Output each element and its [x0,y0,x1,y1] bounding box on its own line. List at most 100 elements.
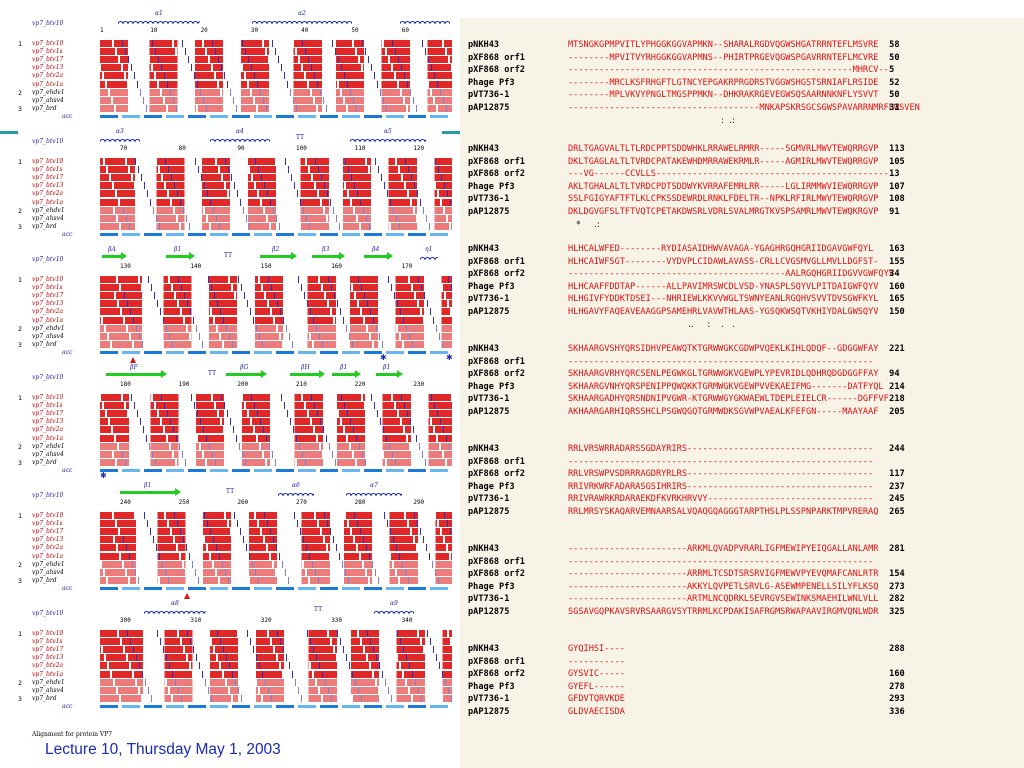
strand-mark [120,488,181,496]
residue-count: 265 [889,507,905,517]
residue-track [100,568,452,576]
sequence-name: vp7_ahsv4 [32,96,64,104]
residue-count: 325 [889,607,905,617]
sequence-residues: RRLVRSWRRADARSSGDAYRIRS-----------------… [568,444,874,454]
sequence-residues: RRIVRAWRKRDARAEKDFKVRKHRVVY-------------… [568,494,874,505]
sequence-name: vp7_brd [32,458,57,466]
residue-count: 160 [889,281,905,292]
lecture-title: Lecture 10, Thursday May 1, 2003 [45,741,281,758]
residue-count: 107 [889,181,905,192]
ss-element-label: α5 [384,128,392,135]
ss-element-label: βG [240,364,249,371]
sequence-name: vp7_btv2a [32,72,64,80]
sequence-name: vp7_btv13 [32,300,64,308]
residue-number: 340 [401,617,413,624]
strand-mark [332,370,361,378]
sequence-residues: ----------------------------------------… [568,65,889,76]
vp7-alignment-figure: vp7_btv10 α1 α2 1 10 20 30 40 50 60 1 vp7_btv10 vp7_… [0,0,458,768]
residue-count: 5 [889,65,895,76]
sequence-name: vp7_btv2a [32,662,64,670]
residue-count: 91 [889,207,900,217]
sequence-row: vp7_ahsv4 [0,332,458,341]
residue-track [100,654,452,662]
sequence-name: Phage Pf3 [468,381,515,392]
sequence-name: pXF868 orf2 [468,169,525,180]
strand-mark [290,370,325,378]
consensus-line: .. : . . [568,319,735,330]
sequence-residues: SGSAVGQPKAVSRVRSAARGVSYTRRMLKCPDAKISAFRG… [568,607,879,617]
residue-track [100,96,452,104]
sequence-name: vp7_btv1s [32,166,63,174]
residue-count: 163 [889,244,905,254]
accessibility-label: acc [62,348,73,356]
accessibility-label: acc [62,702,73,710]
residue-count: 288 [889,644,905,654]
sequence-name: pXF868 orf1 [468,556,525,567]
sequence-name: pXF868 orf1 [468,456,525,467]
group-number: 1 [18,158,22,166]
sequence-row: 3 vp7_brd [0,222,458,231]
sequence-name: pVT736-1 [468,394,510,405]
residue-track [100,638,452,646]
sequence-name: vp7_ahsv4 [32,214,64,222]
consensus-line: : .: [568,115,735,126]
residue-track [100,222,452,230]
sequence-name: vp7_btv1a [32,670,64,678]
sequence-name: pVT736-1 [468,294,510,305]
sequence-residues: -----------------------AKKYLQVPETLSRVLG-… [568,581,879,592]
ss-element-label: β1 [383,364,391,371]
sequence-residues: HLHGIVFYDDKTDSEI---NHRIEWLKKVVWGLTSWNYEA… [568,294,879,305]
sequence-name: pXF868 orf1 [468,656,525,667]
group-number: 1 [18,394,22,402]
residue-number: 70 [120,145,128,152]
group-number: 3 [18,694,22,703]
sequence-name: vp7_btv13 [32,64,64,72]
residue-number: 100 [296,145,307,152]
sequence-row: vp7_btv13 [0,654,458,662]
sequence-name: vp7_btv17 [32,292,64,300]
residue-count: 105 [889,156,905,167]
residue-count: 282 [889,594,905,605]
residue-track [100,394,452,401]
accessibility-bar [100,350,452,354]
ss-element-label: β2 [272,246,280,253]
strand-mark [260,252,297,260]
strand-mark [166,252,195,260]
residue-track [100,72,452,80]
sequence-row: vp7_btv2a [0,662,458,670]
sequence-residues: -------------------------------------MNK… [568,103,920,113]
sequence-row: 2 vp7_ehdv1 [0,678,458,687]
residue-number: 220 [354,381,366,388]
sequence-row: vp7_btv1a [0,316,458,325]
ss-element-label: β4 [372,246,380,253]
sequence-name: pVT736-1 [468,194,510,205]
residue-number: 110 [354,145,366,152]
sequence-name: pNKH43 [468,644,500,654]
group-number: 2 [18,88,22,97]
residue-count: 150 [889,307,905,317]
sequence-row: 3 vp7_brd [0,694,458,703]
sequence-residues: GYSVIC----- [568,669,625,680]
sequence-name: pXF868 orf2 [468,669,525,680]
residue-count: 50 [889,90,900,101]
sequence-name: pXF868 orf2 [468,469,525,480]
sequence-name: pXF868 orf1 [468,256,525,267]
sequence-name: pAP12875 [468,507,510,517]
star-marker-icon: ✱ [100,470,107,480]
helix-mark [346,490,402,496]
residue-track [100,630,452,637]
residue-track [100,560,452,568]
residue-track [100,48,452,56]
sequence-residues: AKHAARGARHIQRSSHCLPSGWQGQTGRMWDKSGVWPVAE… [568,407,879,417]
residue-track [100,418,452,426]
ss-element-label: β1 [174,246,182,253]
residue-track [100,324,452,332]
sequence-name: vp7_ehdv1 [32,442,65,450]
residue-track [100,40,452,47]
residue-number: 80 [178,145,186,152]
helix-mark [350,136,426,142]
sequence-row: 3 vp7_brd [0,340,458,349]
sequence-name: pAP12875 [468,103,510,113]
sequence-name: pNKH43 [468,344,500,354]
sequence-name: pAP12875 [468,307,510,317]
